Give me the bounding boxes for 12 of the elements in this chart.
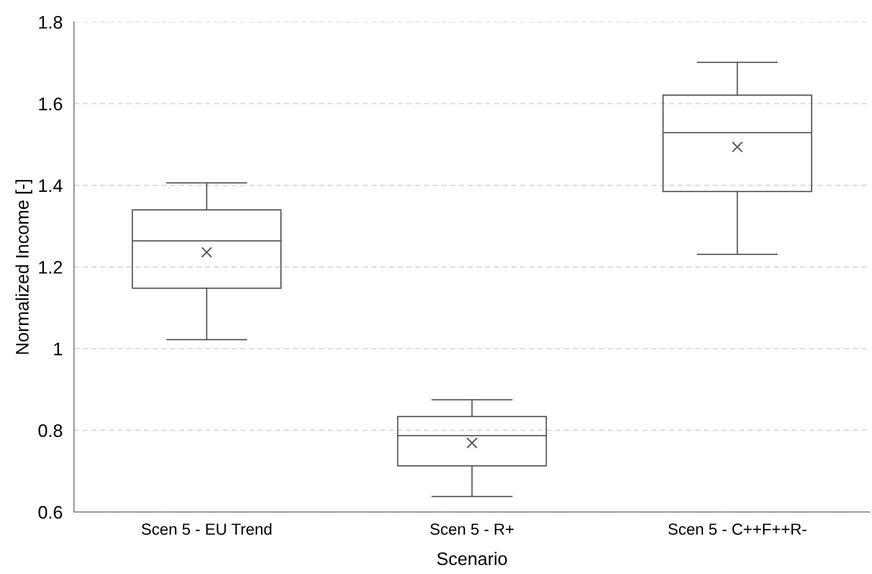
y-tick-label: 1.6 [39, 98, 62, 110]
y-tick-label: 1.4 [39, 179, 62, 192]
x-tick-label: Scen 5 - EU Trend [142, 523, 272, 535]
y-tick-label: 0.8 [38, 424, 62, 438]
y-tick-label: 1.8 [39, 16, 62, 29]
x-tick-label: Scen 5 - C++F++R- [668, 524, 806, 535]
x-tick-label: Scen 5 - R+ [430, 524, 514, 535]
y-axis-title: Normalized Income [-] [15, 180, 32, 354]
y-tick-label: 1 [54, 342, 62, 356]
y-tick-label: 1.2 [39, 260, 62, 274]
y-tick-label: 0.6 [38, 506, 62, 519]
x-axis-title: Scenario [437, 552, 507, 566]
